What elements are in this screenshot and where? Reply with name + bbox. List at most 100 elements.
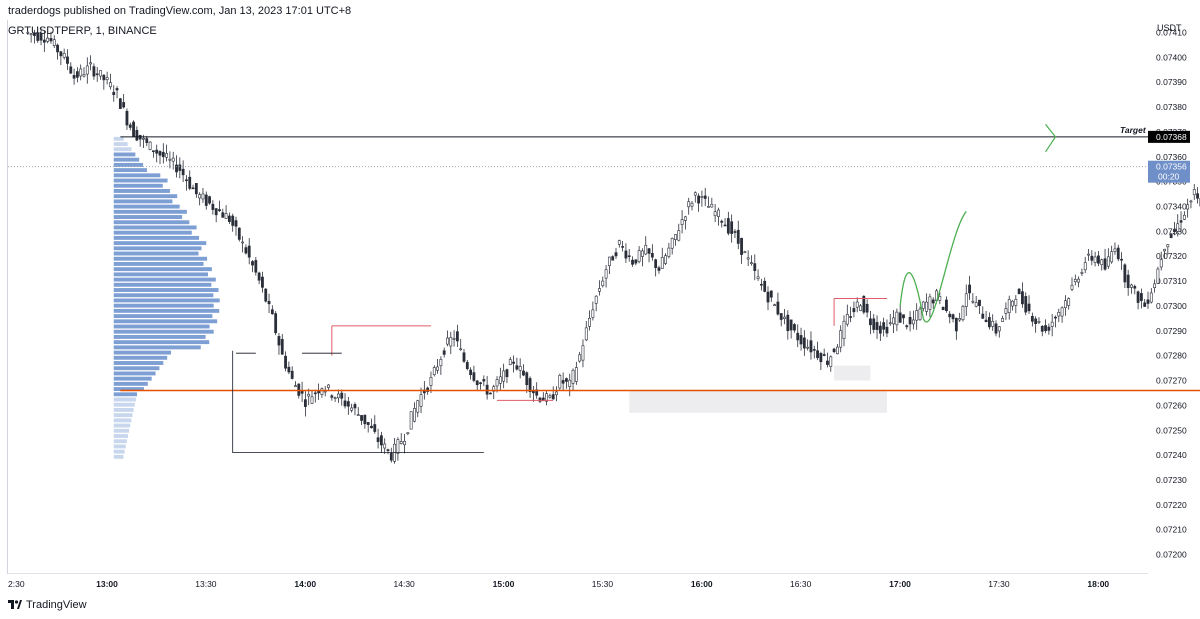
candle-body [211,203,215,210]
candle-body [376,437,380,442]
x-tick-label: 14:00 [294,579,316,589]
candle-body [208,196,211,204]
candle-body [875,322,879,330]
candle-body [713,211,717,217]
candle-body [968,284,971,294]
candle-body [683,216,687,221]
candle-body [726,218,730,234]
volume-profile-bar [113,241,207,246]
volume-profile-bar [113,444,126,449]
candle-body [915,310,919,321]
y-tick-label: 0.07220 [1156,500,1187,510]
candle-body [571,369,575,384]
x-tick-label: 17:30 [988,579,1010,589]
candle-body [277,336,281,346]
shift-bracket[interactable] [232,350,484,454]
candle-body [703,195,707,199]
candle-body [436,366,439,371]
volume-profile-bar [113,267,212,272]
candle-body [270,309,274,315]
candle-body [105,77,109,81]
candle-body [508,359,512,365]
volume-profile-bar [113,324,210,329]
candle-body [812,349,816,351]
volume-profile-bar [113,413,133,418]
candle-body [379,435,383,446]
candle-body [627,255,631,258]
volume-profile-bar [113,282,212,287]
candle-body [429,377,433,386]
tradingview-logo[interactable]: TradingView [8,599,87,611]
candle-body [416,400,420,413]
volume-profile-bar [113,355,168,360]
candle-body [475,380,479,386]
candle-body [869,318,872,326]
candle-body [185,179,188,182]
demand-zone-small[interactable] [834,365,871,381]
chart-pane[interactable] [7,20,1148,574]
volume-profile-bar [113,288,219,292]
candle-body [294,385,297,388]
candle-body [224,213,228,219]
symbol-legend[interactable]: GRTUSDTPERP, 1, BINANCE [8,25,157,37]
volume-profile-bar [113,178,168,183]
candle-body [548,395,552,398]
target-price-badge[interactable] [1148,130,1190,143]
candle-body [743,251,747,254]
x-tick-label: 15:00 [493,579,515,589]
projection-arrow[interactable] [1045,124,1057,153]
volume-profile-bar [113,298,220,303]
candle-body [674,234,677,240]
candle-body [99,70,102,77]
candle-body [697,195,701,204]
candle-body [254,260,258,273]
candle-body [439,359,443,367]
candle-body [1067,298,1071,306]
candle-body [799,335,803,345]
y-tick-label: 0.07390 [1156,77,1187,87]
volume-profile-bar [113,434,128,438]
candle-body [598,288,601,292]
candle-body [687,201,691,208]
current-price-badge[interactable] [1148,160,1190,183]
projection-drawing[interactable] [899,211,967,323]
candle-body [885,326,889,334]
candle-body [862,295,866,313]
y-tick-label: 0.07200 [1156,550,1187,560]
candle-body [489,392,492,395]
candle-body [763,280,767,292]
candle-body [231,215,235,226]
demand-zone[interactable] [629,390,887,413]
candle-body [650,253,654,258]
candle-body [852,308,856,313]
candle-body [783,316,786,320]
candle-body [1143,302,1147,307]
candle-body [951,314,955,320]
candle-body [710,203,714,208]
candle-body [132,121,135,137]
candle-body [789,319,793,331]
candle-body [974,302,978,307]
candle-body [346,401,350,407]
candle-body [227,215,231,222]
candle-body [52,39,56,46]
volume-profile-bar [113,319,218,324]
candle-body [816,350,819,359]
countdown-text: 00:20 [1158,172,1180,182]
candle-body [92,66,96,77]
candle-body [908,317,912,325]
candle-body [518,366,522,371]
y-tick-label: 0.07230 [1156,475,1187,485]
candle-body [690,202,694,207]
candle-body [234,220,238,227]
candle-body [251,261,254,266]
volume-profile-bar [113,189,170,193]
candle-body [945,299,948,311]
brand-name: TradingView [26,599,87,611]
candle-body [888,322,892,325]
volume-profile-bar [113,251,199,256]
candle-body [601,280,605,287]
volume-profile-bar [113,209,187,214]
candle-body [409,411,413,430]
